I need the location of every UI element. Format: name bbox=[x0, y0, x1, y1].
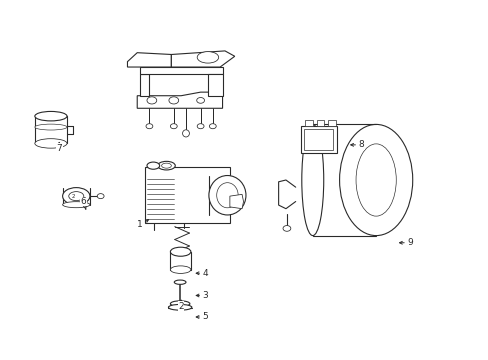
Polygon shape bbox=[207, 74, 222, 96]
Ellipse shape bbox=[170, 301, 189, 307]
Ellipse shape bbox=[208, 176, 245, 215]
Text: 9: 9 bbox=[399, 238, 412, 247]
Bar bbox=[170, 252, 190, 270]
Ellipse shape bbox=[339, 125, 412, 235]
Text: 2: 2 bbox=[72, 194, 76, 199]
Ellipse shape bbox=[62, 188, 90, 205]
Ellipse shape bbox=[62, 202, 90, 208]
Ellipse shape bbox=[170, 266, 190, 273]
Polygon shape bbox=[140, 74, 149, 96]
Ellipse shape bbox=[170, 247, 190, 256]
Polygon shape bbox=[137, 92, 222, 108]
Ellipse shape bbox=[35, 139, 67, 148]
Text: 4: 4 bbox=[196, 269, 208, 278]
Ellipse shape bbox=[170, 124, 177, 129]
Ellipse shape bbox=[355, 144, 395, 216]
Ellipse shape bbox=[209, 124, 216, 129]
Bar bbox=[316, 120, 324, 126]
Bar bbox=[305, 120, 313, 126]
Polygon shape bbox=[229, 194, 243, 209]
Ellipse shape bbox=[168, 97, 178, 104]
Ellipse shape bbox=[161, 163, 171, 168]
Ellipse shape bbox=[35, 112, 67, 121]
Bar bbox=[300, 126, 336, 153]
Ellipse shape bbox=[283, 226, 290, 231]
Bar bbox=[35, 116, 67, 143]
Bar bbox=[327, 120, 335, 126]
Text: 2: 2 bbox=[178, 300, 183, 311]
Ellipse shape bbox=[97, 194, 104, 199]
Text: 1: 1 bbox=[137, 220, 148, 229]
Ellipse shape bbox=[146, 124, 153, 129]
Polygon shape bbox=[171, 51, 234, 67]
Text: 8: 8 bbox=[350, 140, 364, 149]
Ellipse shape bbox=[69, 192, 83, 201]
Ellipse shape bbox=[216, 183, 238, 208]
Ellipse shape bbox=[158, 161, 175, 170]
Ellipse shape bbox=[147, 162, 159, 169]
Text: 3: 3 bbox=[196, 291, 208, 300]
Ellipse shape bbox=[35, 124, 67, 130]
Ellipse shape bbox=[182, 130, 189, 137]
Text: 5: 5 bbox=[196, 312, 208, 321]
Ellipse shape bbox=[301, 125, 323, 235]
Text: 7: 7 bbox=[56, 142, 62, 153]
Polygon shape bbox=[144, 167, 229, 223]
Text: 6: 6 bbox=[81, 197, 86, 209]
Ellipse shape bbox=[174, 280, 185, 284]
Bar bbox=[304, 129, 332, 150]
Ellipse shape bbox=[168, 305, 191, 310]
Ellipse shape bbox=[147, 97, 157, 104]
Ellipse shape bbox=[197, 51, 218, 63]
Ellipse shape bbox=[197, 124, 203, 129]
Polygon shape bbox=[140, 67, 222, 74]
Polygon shape bbox=[127, 53, 171, 67]
Ellipse shape bbox=[196, 98, 204, 103]
